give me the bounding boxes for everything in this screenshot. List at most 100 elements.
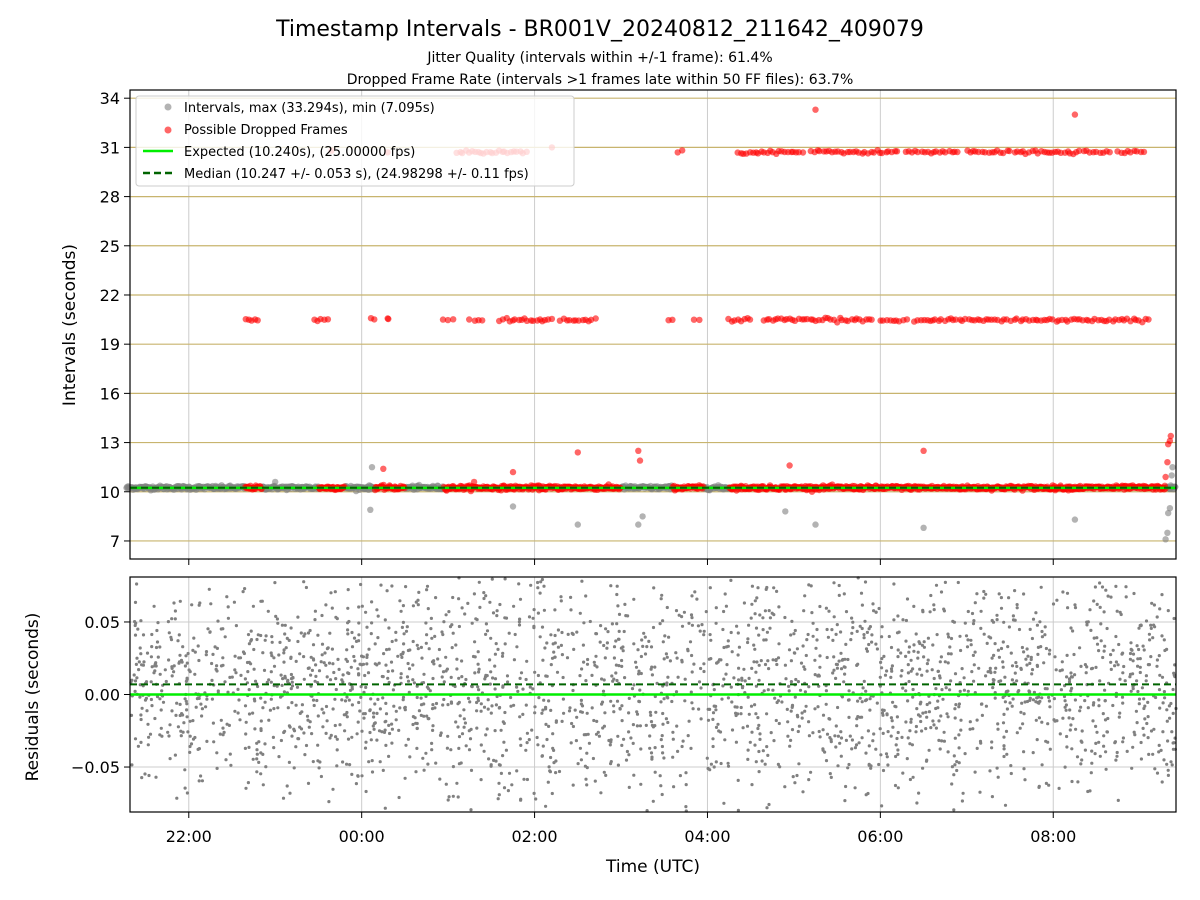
residual-point — [753, 647, 757, 651]
residual-point — [191, 648, 195, 653]
dropped-point — [799, 149, 807, 156]
residual-point — [813, 658, 817, 662]
residual-point — [561, 697, 566, 701]
residual-point — [726, 639, 730, 643]
residual-point — [853, 746, 858, 750]
residual-point — [791, 775, 795, 779]
residual-point — [833, 734, 837, 738]
residual-point — [1137, 647, 1141, 652]
residual-point — [969, 643, 973, 647]
residual-point — [712, 688, 716, 692]
residual-point — [319, 660, 323, 664]
residual-point — [290, 734, 294, 738]
residual-point — [644, 723, 648, 728]
residual-point — [1131, 687, 1135, 691]
residual-point — [146, 743, 150, 747]
residual-point — [173, 609, 177, 613]
residual-point — [1139, 757, 1143, 761]
residual-point — [671, 730, 675, 734]
residual-point — [333, 590, 337, 594]
residual-point — [264, 765, 268, 769]
residual-point — [754, 712, 758, 716]
residual-point — [868, 708, 872, 712]
residual-point — [746, 637, 750, 641]
residual-point — [477, 670, 481, 674]
residual-point — [278, 640, 282, 645]
interval-point — [272, 478, 279, 486]
residual-point — [586, 732, 590, 736]
residual-point — [449, 701, 454, 705]
dropped-point — [470, 478, 478, 486]
residual-point — [690, 701, 694, 705]
residual-point — [748, 740, 752, 744]
residual-point — [330, 647, 334, 651]
residual-point — [346, 632, 350, 636]
residual-point — [303, 753, 307, 757]
residual-point — [397, 728, 401, 733]
residual-point — [364, 789, 368, 794]
residual-point — [993, 642, 997, 646]
residual-point — [549, 663, 553, 667]
residual-point — [369, 632, 373, 636]
residual-point — [924, 710, 928, 714]
residual-point — [552, 761, 556, 765]
residual-point — [394, 630, 398, 635]
residual-point — [680, 615, 684, 619]
residual-point — [918, 714, 922, 718]
residual-point — [311, 760, 315, 764]
residual-point — [985, 641, 989, 646]
residual-point — [424, 621, 428, 625]
residual-point — [655, 681, 659, 686]
residual-point — [462, 708, 466, 712]
residual-point — [360, 604, 364, 608]
residual-point — [946, 750, 950, 754]
residual-point — [1118, 610, 1122, 614]
residual-point — [803, 690, 808, 694]
residual-point — [322, 661, 326, 665]
residual-point — [310, 668, 314, 673]
residual-point — [612, 656, 617, 660]
residual-point — [139, 717, 143, 722]
residual-point — [1020, 701, 1024, 705]
residual-point — [940, 739, 944, 743]
residual-point — [600, 702, 604, 706]
interval-point — [635, 521, 642, 528]
residual-point — [860, 603, 865, 607]
residual-point — [627, 785, 631, 790]
residual-point — [337, 667, 341, 672]
residual-point — [364, 685, 368, 690]
residual-point — [901, 618, 905, 622]
legend: Intervals, max (33.294s), min (7.095s) P… — [135, 95, 575, 187]
residual-point — [1028, 627, 1032, 632]
residual-point — [719, 761, 723, 766]
residual-point — [332, 670, 336, 675]
residual-point — [787, 648, 792, 652]
residual-point — [665, 681, 669, 685]
residual-point — [509, 704, 513, 708]
residual-point — [501, 651, 505, 656]
residual-point — [1133, 733, 1137, 737]
residual-point — [451, 631, 455, 635]
residual-point — [786, 720, 790, 724]
residual-point — [892, 618, 896, 622]
residual-point — [438, 733, 443, 738]
residual-point — [415, 695, 419, 700]
residual-point — [1146, 736, 1150, 740]
residual-point — [615, 592, 619, 597]
residual-point — [362, 716, 366, 720]
residual-point — [482, 749, 486, 753]
residual-point — [1121, 701, 1125, 705]
residual-point — [140, 776, 144, 780]
residual-point — [758, 737, 762, 742]
residual-point — [255, 748, 259, 752]
residual-point — [205, 697, 209, 701]
residual-point — [367, 760, 371, 764]
residual-point — [889, 645, 894, 650]
residual-point — [847, 762, 851, 767]
residual-point — [1011, 697, 1015, 701]
residual-point — [1070, 779, 1074, 784]
residual-point — [183, 664, 187, 668]
residual-point — [796, 729, 800, 734]
residual-point — [269, 651, 273, 655]
